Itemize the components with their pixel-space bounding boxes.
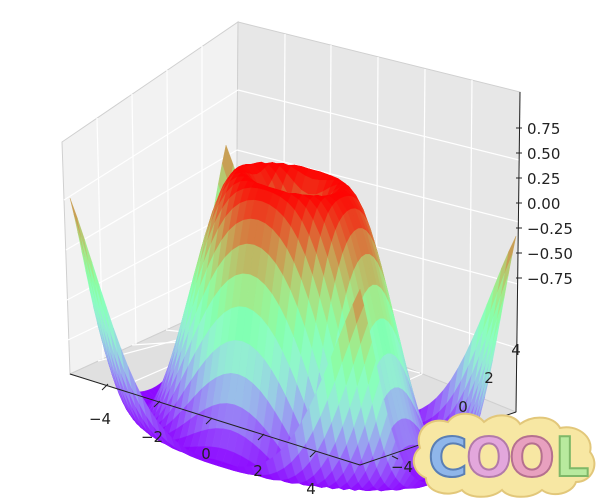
sticker-letter-l: L	[555, 426, 589, 489]
z-tick-label: 0.75	[527, 120, 560, 138]
x-tick-mark	[153, 400, 161, 408]
y-tick-label: 0	[458, 398, 468, 416]
x-tick-label: −4	[89, 410, 111, 428]
sticker-letters: C O O L	[427, 425, 590, 490]
z-tick-label: −0.25	[527, 220, 573, 238]
z-tick-label: −0.75	[527, 270, 573, 288]
x-tick-marks	[101, 383, 317, 458]
sticker-letter-o: O	[466, 426, 512, 489]
z-tick-marks	[516, 127, 522, 279]
x-tick-mark	[205, 417, 213, 425]
surface-facet	[352, 288, 365, 324]
z-tick-label: −0.50	[527, 245, 573, 263]
x-tick-label: 2	[253, 462, 263, 480]
x-tick-label: 4	[306, 480, 316, 498]
y-tick-label: −4	[391, 458, 413, 476]
sticker-background	[412, 412, 596, 498]
y-tick-mark	[391, 455, 399, 460]
surface-mesh	[69, 144, 517, 492]
z-tick-label: 0.00	[527, 195, 560, 213]
sticker-letter-o: O	[509, 426, 555, 489]
x-tick-label: 0	[201, 445, 211, 463]
x-tick-mark	[101, 383, 109, 391]
x-tick-mark	[309, 450, 317, 458]
cool-sticker: C O O L	[412, 412, 596, 498]
sticker-letter-c: C	[428, 426, 468, 489]
y-tick-label: 2	[484, 369, 494, 387]
x-tick-mark	[257, 433, 265, 441]
x-tick-label: −2	[141, 428, 163, 446]
y-tick-label: 4	[511, 341, 521, 359]
z-tick-label: 0.25	[527, 170, 560, 188]
z-tick-label: 0.50	[527, 145, 560, 163]
